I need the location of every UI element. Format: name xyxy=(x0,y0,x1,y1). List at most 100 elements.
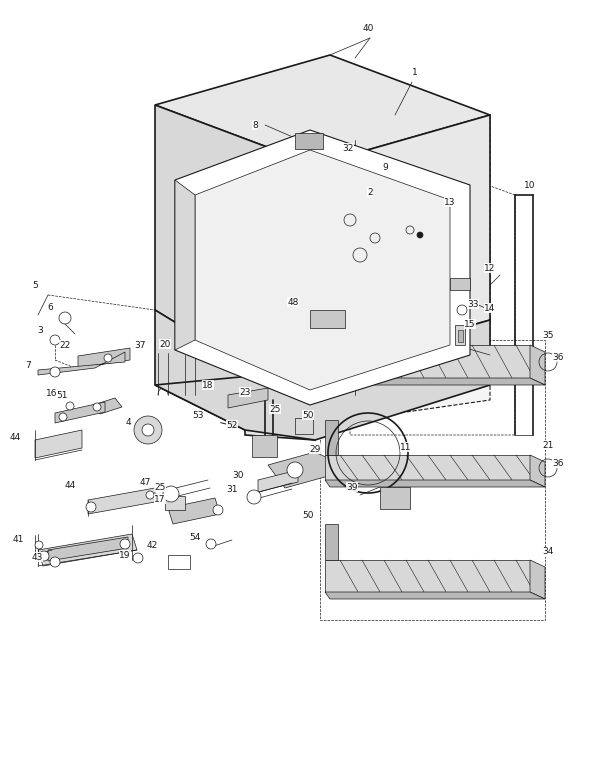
Text: 11: 11 xyxy=(400,442,412,451)
Circle shape xyxy=(59,413,67,421)
Polygon shape xyxy=(530,560,545,599)
Text: 30: 30 xyxy=(232,470,244,480)
Text: 50: 50 xyxy=(302,411,314,419)
Text: 4: 4 xyxy=(125,418,131,427)
Polygon shape xyxy=(350,115,490,420)
Text: 41: 41 xyxy=(12,535,24,543)
Text: 10: 10 xyxy=(525,181,536,190)
Circle shape xyxy=(86,502,96,512)
Circle shape xyxy=(287,462,303,478)
Polygon shape xyxy=(325,420,338,455)
Text: 23: 23 xyxy=(240,388,251,396)
Circle shape xyxy=(35,541,43,549)
Text: 33: 33 xyxy=(467,300,478,308)
Polygon shape xyxy=(155,55,490,165)
Bar xyxy=(252,435,277,457)
Text: 54: 54 xyxy=(189,532,201,542)
Text: 14: 14 xyxy=(484,304,496,312)
Text: 1: 1 xyxy=(412,67,418,76)
Polygon shape xyxy=(168,498,220,524)
Text: 40: 40 xyxy=(362,24,373,32)
Text: 20: 20 xyxy=(159,340,171,349)
Text: 7: 7 xyxy=(25,360,31,369)
Bar xyxy=(165,496,185,510)
Text: 51: 51 xyxy=(56,390,68,399)
Text: 2: 2 xyxy=(367,187,373,197)
Bar xyxy=(458,330,463,342)
Text: 43: 43 xyxy=(31,552,42,562)
Polygon shape xyxy=(155,310,245,430)
Polygon shape xyxy=(35,430,82,458)
Polygon shape xyxy=(325,345,530,378)
Polygon shape xyxy=(38,534,137,566)
Circle shape xyxy=(142,424,154,436)
Text: 47: 47 xyxy=(139,477,150,487)
Circle shape xyxy=(133,553,143,563)
Text: 36: 36 xyxy=(552,458,564,467)
Circle shape xyxy=(50,367,60,377)
Text: 36: 36 xyxy=(552,353,564,362)
Polygon shape xyxy=(55,402,105,423)
Text: 50: 50 xyxy=(302,510,314,519)
Text: 3: 3 xyxy=(37,325,43,334)
Text: 19: 19 xyxy=(119,551,131,559)
Polygon shape xyxy=(530,455,545,487)
Circle shape xyxy=(50,557,60,567)
Circle shape xyxy=(93,403,101,411)
Polygon shape xyxy=(93,398,122,414)
Circle shape xyxy=(66,402,74,410)
Text: 25: 25 xyxy=(269,405,281,414)
Text: 8: 8 xyxy=(252,121,258,129)
Polygon shape xyxy=(175,180,195,350)
Polygon shape xyxy=(245,365,315,440)
Circle shape xyxy=(104,354,112,362)
Text: 44: 44 xyxy=(9,432,21,441)
Bar xyxy=(380,487,410,509)
Text: 35: 35 xyxy=(542,330,554,340)
Bar xyxy=(450,278,470,290)
Polygon shape xyxy=(315,115,490,370)
Circle shape xyxy=(163,486,179,502)
Polygon shape xyxy=(530,345,545,385)
Text: 31: 31 xyxy=(226,484,238,493)
Polygon shape xyxy=(325,455,530,480)
Text: 25: 25 xyxy=(155,483,166,491)
Text: 48: 48 xyxy=(287,298,299,307)
Polygon shape xyxy=(325,560,530,592)
Text: 34: 34 xyxy=(542,548,553,556)
Text: 44: 44 xyxy=(64,480,76,490)
Bar xyxy=(295,133,323,149)
Polygon shape xyxy=(268,452,332,488)
Circle shape xyxy=(206,539,216,549)
Polygon shape xyxy=(195,150,450,390)
Text: 18: 18 xyxy=(202,380,214,389)
Polygon shape xyxy=(155,320,490,440)
Circle shape xyxy=(146,491,154,499)
Polygon shape xyxy=(228,388,268,408)
Polygon shape xyxy=(325,480,545,487)
Bar xyxy=(310,310,345,328)
Circle shape xyxy=(213,505,223,515)
Polygon shape xyxy=(48,537,128,561)
Circle shape xyxy=(417,232,423,238)
Polygon shape xyxy=(325,524,338,560)
Text: 17: 17 xyxy=(154,494,166,503)
Polygon shape xyxy=(325,592,545,599)
Text: 5: 5 xyxy=(32,281,38,289)
Bar xyxy=(455,325,465,345)
Circle shape xyxy=(134,416,162,444)
Text: 52: 52 xyxy=(227,421,238,429)
Text: 29: 29 xyxy=(309,444,321,454)
Bar xyxy=(295,418,313,434)
Text: 12: 12 xyxy=(484,263,496,272)
Text: 37: 37 xyxy=(135,340,146,350)
Text: 32: 32 xyxy=(342,144,353,152)
Text: 16: 16 xyxy=(46,389,58,398)
Text: 6: 6 xyxy=(47,302,53,311)
Circle shape xyxy=(120,539,130,549)
Polygon shape xyxy=(78,348,130,368)
Text: 22: 22 xyxy=(60,340,71,350)
Polygon shape xyxy=(38,352,125,375)
Text: 15: 15 xyxy=(464,320,476,328)
Circle shape xyxy=(247,490,261,504)
